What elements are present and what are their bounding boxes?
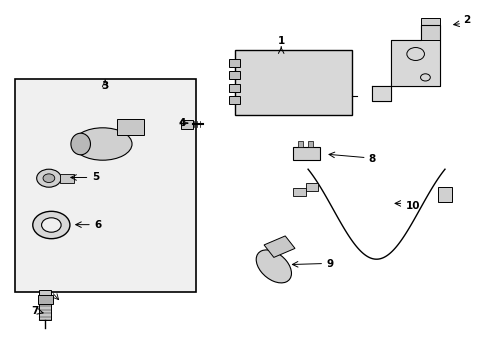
Text: 8: 8	[367, 154, 374, 164]
Bar	[293, 147, 320, 160]
Circle shape	[33, 211, 70, 239]
Circle shape	[41, 218, 61, 232]
Bar	[437, 187, 451, 202]
Text: 5: 5	[92, 172, 99, 183]
Bar	[39, 290, 51, 320]
Bar	[228, 71, 239, 79]
Polygon shape	[371, 25, 439, 101]
FancyBboxPatch shape	[38, 295, 53, 304]
Bar	[264, 236, 294, 257]
Bar	[420, 18, 439, 40]
Ellipse shape	[73, 128, 132, 160]
Bar	[117, 119, 144, 135]
FancyBboxPatch shape	[234, 50, 351, 115]
Ellipse shape	[256, 250, 291, 283]
Text: 7: 7	[31, 306, 39, 316]
Bar	[181, 120, 193, 129]
Bar	[60, 174, 74, 183]
Text: 3: 3	[102, 81, 108, 91]
Bar	[298, 141, 303, 147]
Bar	[305, 183, 317, 191]
Bar	[307, 141, 312, 147]
Text: 4: 4	[178, 118, 185, 128]
Bar	[293, 188, 305, 196]
Text: 6: 6	[94, 220, 101, 230]
Text: 10: 10	[405, 201, 420, 211]
Text: 2: 2	[463, 15, 469, 25]
Circle shape	[37, 169, 61, 187]
Bar	[228, 59, 239, 67]
Text: 9: 9	[325, 258, 332, 269]
Bar	[228, 96, 239, 104]
Text: 1: 1	[277, 36, 284, 46]
Bar	[228, 84, 239, 92]
Ellipse shape	[71, 133, 90, 155]
Bar	[15, 79, 195, 292]
Circle shape	[43, 174, 55, 183]
